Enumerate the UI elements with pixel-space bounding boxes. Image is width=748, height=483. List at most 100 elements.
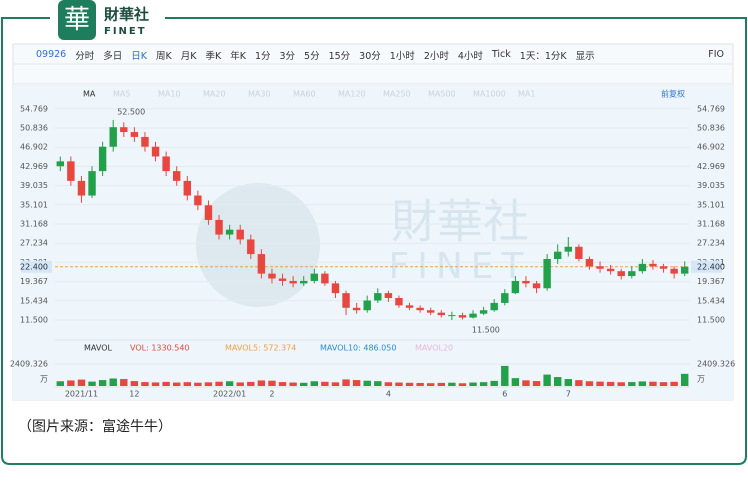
toolbar-item[interactable]: 1分 xyxy=(254,50,271,62)
last-price-box xyxy=(691,260,722,273)
candle-body xyxy=(77,180,86,196)
volume-bar xyxy=(109,378,117,386)
candle-body xyxy=(606,268,615,272)
indicator: MA500 xyxy=(428,90,456,99)
candle-body xyxy=(659,266,668,269)
y-tick-label: 42.969 xyxy=(697,162,725,171)
symbol[interactable]: 09926 xyxy=(36,49,67,60)
candle-body xyxy=(395,298,403,306)
adjust-label: 前复权 xyxy=(661,89,685,99)
volume-bar xyxy=(236,382,244,386)
volume-bar xyxy=(278,382,287,386)
candle-body xyxy=(490,302,498,311)
y-tick-label: 39.035 xyxy=(20,181,48,190)
volume-bar xyxy=(204,382,213,386)
candle-body xyxy=(321,273,329,284)
toolbar-item[interactable]: Tick xyxy=(491,49,511,60)
volume-bar xyxy=(511,378,520,386)
volume-bar xyxy=(554,377,562,386)
candle-body xyxy=(109,127,117,147)
toolbar: 09926 分时 多日 日K 周K 月K 季K 年K 1分 3分 5分 15分 30分 1小时 2小时 4小… xyxy=(14,45,732,64)
volume-bar xyxy=(310,381,318,386)
candle-body xyxy=(649,263,657,267)
toolbar-item[interactable]: 2小时 xyxy=(423,50,449,62)
toolbar-item[interactable]: 3分 xyxy=(279,50,296,62)
volume-bar xyxy=(659,382,668,386)
candle-body xyxy=(469,313,477,318)
volume-bar xyxy=(130,381,139,386)
toolbar-item[interactable]: 5分 xyxy=(304,50,320,62)
toolbar-item[interactable]: 1小时 xyxy=(389,50,415,62)
watermark-logo xyxy=(196,183,320,307)
candle-body xyxy=(522,280,530,284)
volume-bar xyxy=(77,379,86,386)
x-tick-label: 12 xyxy=(129,390,139,399)
x-tick-label: 2021/11 xyxy=(65,390,98,399)
volume-legend: MAVOL5: 572.374 xyxy=(225,344,296,353)
volume-bar xyxy=(469,382,477,386)
candle-body xyxy=(278,278,287,281)
x-tick-label: 2 xyxy=(269,390,274,399)
candle-body xyxy=(617,271,625,277)
toolbar-item[interactable]: 年K xyxy=(230,50,246,62)
volume-bar xyxy=(617,382,625,386)
toolbar-item[interactable]: 月K xyxy=(180,50,197,62)
volume-bar xyxy=(564,379,572,386)
y-tick-label: 11.500 xyxy=(697,315,725,324)
volume-legend: VOL: 1330.540 xyxy=(130,344,190,353)
y-tick-label: 19.367 xyxy=(20,277,48,286)
y-tick-label: 31.168 xyxy=(697,219,725,228)
volume-bar xyxy=(173,382,181,386)
volume-bar xyxy=(374,381,382,386)
candle-body xyxy=(120,127,128,133)
toolbar-item[interactable]: 15分 xyxy=(328,50,351,62)
candle-body xyxy=(479,310,488,314)
toolbar-item[interactable]: 4小时 xyxy=(457,50,483,62)
candle-body xyxy=(225,229,234,235)
candle-body xyxy=(384,293,393,299)
toolbar-item[interactable]: 多日 xyxy=(103,50,123,62)
toolbar-item[interactable]: 30分 xyxy=(359,50,381,62)
y-tick-label: 50.836 xyxy=(20,123,48,132)
brand-en: FINET xyxy=(104,26,147,37)
toolbar-item[interactable]: 分时 xyxy=(75,50,95,62)
candle-body xyxy=(437,312,445,316)
candle-body xyxy=(268,273,276,279)
volume-bar xyxy=(585,381,594,386)
candle-body xyxy=(67,161,75,181)
y-tick-label: 27.234 xyxy=(697,239,725,248)
volume-bar xyxy=(670,381,678,386)
indicator: MA1 xyxy=(518,90,535,99)
candle-body xyxy=(554,251,562,259)
indicator: MA10 xyxy=(158,90,181,99)
volume-legend: MAVOL10: 486.050 xyxy=(320,344,396,353)
candle-body xyxy=(236,229,244,240)
x-tick-label: 2022/01 xyxy=(213,390,246,399)
volume-bar xyxy=(522,380,530,386)
candle-body xyxy=(374,293,382,301)
candle-body xyxy=(564,246,572,252)
volume-bar xyxy=(215,381,223,386)
toolbar-item[interactable]: 1天：1分K xyxy=(519,50,567,62)
toolbar-item[interactable]: 季K xyxy=(205,50,222,62)
y-tick-label: 11.500 xyxy=(20,315,48,324)
x-tick-label: 7 xyxy=(566,390,571,399)
volume-bar xyxy=(183,382,191,386)
y-tick-label: 54.769 xyxy=(697,104,725,113)
brand: 財華社 xyxy=(103,6,149,24)
toolbar-item[interactable]: 日K xyxy=(131,50,147,62)
candle-body xyxy=(352,307,361,311)
candle-body xyxy=(194,195,202,206)
toolbar-item[interactable]: 周K xyxy=(156,50,172,62)
volume-bar xyxy=(395,382,403,386)
y-tick-label: 50.836 xyxy=(697,123,725,132)
toolbar-item[interactable]: FIO xyxy=(708,49,724,60)
indicator-label: MA xyxy=(83,90,96,99)
volume-bar xyxy=(194,382,202,386)
volume-legend: MAVOL20 xyxy=(415,344,453,353)
toolbar-item[interactable]: 显示 xyxy=(575,50,595,62)
volume-bar xyxy=(416,382,424,386)
candle-body xyxy=(448,315,456,317)
candle-body xyxy=(88,171,96,196)
